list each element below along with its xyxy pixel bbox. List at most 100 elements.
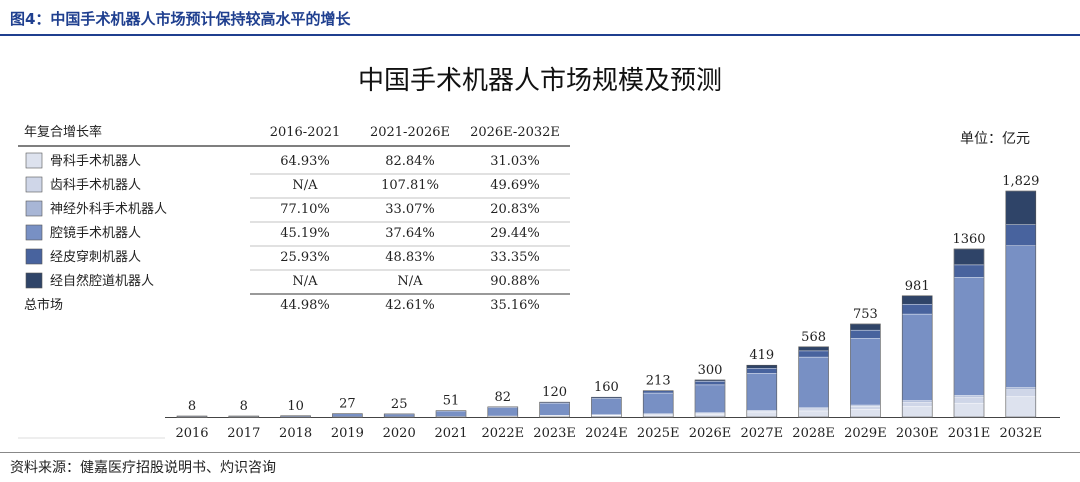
bar-segment bbox=[953, 248, 985, 266]
data-label: 213 bbox=[646, 374, 671, 389]
bar-segment bbox=[850, 406, 881, 410]
bar-outline bbox=[383, 413, 415, 418]
table-header-period: 2016-2021 bbox=[270, 125, 341, 140]
chart-title: 中国手术机器人市场规模及预测 bbox=[357, 66, 722, 96]
bar-outline bbox=[539, 401, 570, 418]
table-cell: 49.69% bbox=[490, 178, 540, 193]
bar-outline bbox=[280, 415, 311, 418]
x-tick-label: 2023E bbox=[533, 426, 576, 441]
legend-label: 骨科手术机器人 bbox=[50, 154, 141, 169]
legend-label: 经自然腔道机器人 bbox=[50, 273, 154, 289]
legend-swatch bbox=[25, 200, 43, 217]
x-tick-label: 2019 bbox=[331, 426, 364, 441]
bar-segment bbox=[850, 329, 881, 339]
data-label: 1360 bbox=[952, 232, 985, 247]
legend-label: 经皮穿刺机器人 bbox=[50, 249, 141, 265]
bar-segment bbox=[746, 410, 777, 413]
bar-segment bbox=[332, 413, 363, 417]
bar-segment bbox=[902, 400, 933, 403]
table-cell: 20.83% bbox=[490, 202, 540, 217]
table-header-period: 2021-2026E bbox=[370, 125, 450, 140]
table-cell: N/A bbox=[292, 274, 318, 289]
table-cell: 25.93% bbox=[280, 250, 330, 265]
footer-rule bbox=[0, 452, 1080, 453]
bar-segment bbox=[643, 392, 674, 414]
data-label: 25 bbox=[391, 397, 408, 412]
x-tick-label: 2017 bbox=[227, 426, 260, 441]
bar-segment bbox=[850, 338, 881, 406]
table-cell: 90.88% bbox=[490, 274, 540, 289]
x-tick-label: 2030E bbox=[896, 426, 939, 441]
x-tick-label: 2027E bbox=[741, 426, 784, 441]
data-label: 568 bbox=[801, 330, 826, 345]
bar-segment bbox=[1005, 389, 1036, 397]
table-cell: 77.10% bbox=[280, 202, 330, 217]
legend-label: 齿科手术机器人 bbox=[50, 178, 141, 193]
bar-segment bbox=[902, 295, 933, 305]
bar-segment bbox=[902, 401, 933, 407]
data-label: 753 bbox=[853, 307, 878, 322]
table-cell: 82.84% bbox=[385, 154, 435, 169]
data-label: 300 bbox=[698, 363, 723, 378]
bar-segment bbox=[643, 390, 674, 394]
bar-segment bbox=[1005, 224, 1036, 246]
x-tick-label: 2032E bbox=[1000, 426, 1043, 441]
table-cell: 29.44% bbox=[490, 226, 540, 241]
legend-swatch bbox=[25, 152, 43, 169]
bar-outline bbox=[435, 410, 467, 418]
bar-segment bbox=[850, 323, 881, 331]
table-cell: 44.98% bbox=[280, 298, 330, 313]
data-label: 27 bbox=[339, 397, 356, 412]
x-tick-label: 2022E bbox=[482, 426, 525, 441]
bar-segment bbox=[694, 380, 726, 386]
bar-segment bbox=[746, 365, 777, 369]
bar-outline bbox=[798, 346, 829, 418]
table-cell: N/A bbox=[292, 178, 318, 193]
legend-label: 总市场 bbox=[24, 297, 63, 313]
bar-segment bbox=[798, 346, 829, 352]
data-label: 419 bbox=[749, 348, 774, 363]
figure-caption: 图4：中国手术机器人市场预计保持较高水平的增长 bbox=[10, 10, 351, 28]
bar-segment bbox=[746, 373, 777, 411]
table-cell: 35.16% bbox=[490, 298, 540, 313]
bar-outline bbox=[746, 364, 778, 418]
legend-swatch bbox=[25, 272, 43, 289]
table-cell: 33.35% bbox=[490, 250, 540, 265]
bar-outline bbox=[694, 379, 726, 418]
caption-rule bbox=[0, 34, 1080, 36]
bar-segment bbox=[850, 409, 881, 418]
bar-segment bbox=[1005, 387, 1036, 390]
bar-outline bbox=[642, 390, 674, 418]
bar-segment bbox=[384, 413, 415, 417]
bar-segment bbox=[902, 303, 933, 315]
unit-label: 单位：亿元 bbox=[960, 131, 1030, 147]
bar-segment bbox=[435, 410, 467, 417]
table-cell: N/A bbox=[397, 274, 423, 289]
bar-outline bbox=[176, 415, 208, 418]
x-tick-label: 2029E bbox=[844, 426, 887, 441]
bar-segment bbox=[798, 356, 829, 408]
bar-outline bbox=[1005, 190, 1037, 418]
data-label: 981 bbox=[905, 279, 930, 294]
bar-segment bbox=[694, 384, 726, 413]
x-tick-label: 2020 bbox=[383, 426, 416, 441]
bar-outline bbox=[850, 323, 881, 418]
x-tick-label: 2016 bbox=[175, 426, 208, 441]
table-cell: 33.07% bbox=[385, 202, 435, 217]
x-tick-label: 2021 bbox=[434, 426, 467, 441]
legend-swatch bbox=[25, 224, 43, 241]
table-header-label: 年复合增长率 bbox=[24, 124, 102, 140]
bar-segment bbox=[487, 407, 518, 417]
bar-segment bbox=[746, 368, 777, 374]
bar-segment bbox=[798, 350, 829, 358]
x-tick-label: 2018 bbox=[279, 426, 312, 441]
x-tick-label: 2026E bbox=[689, 426, 732, 441]
bar-segment bbox=[539, 402, 570, 416]
bar-segment bbox=[1005, 245, 1036, 388]
bar-segment bbox=[1005, 190, 1036, 225]
bar-segment bbox=[953, 402, 985, 418]
bar-chart: 8 2016 8 2017 10 2018 27 2019 25 2020 51 2021 82 2022… bbox=[18, 174, 1060, 441]
data-label: 82 bbox=[495, 390, 512, 405]
bar-outline bbox=[901, 295, 933, 418]
bar-segment bbox=[953, 277, 985, 396]
